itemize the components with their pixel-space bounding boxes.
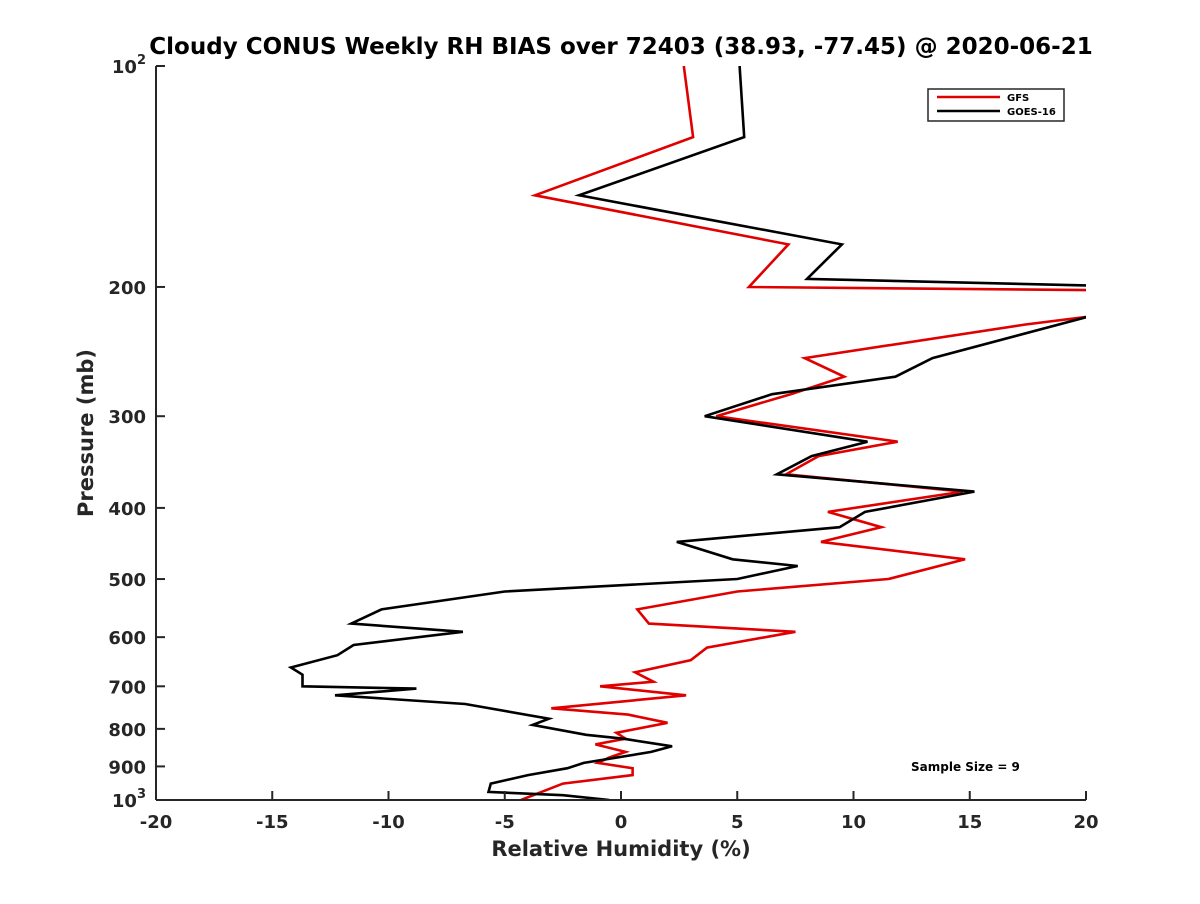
x-tick-label: -5 [495, 812, 515, 833]
x-tick-label: 15 [957, 812, 982, 833]
series-line-goes16 [287, 66, 1086, 800]
legend-box [927, 88, 1065, 122]
x-axis-label: Relative Humidity (%) [491, 837, 750, 861]
y-tick-label: 300 [108, 407, 146, 428]
x-ticks: -20 -15 -10 -5 0 5 10 15 20 [140, 791, 1099, 833]
series-line-gfs [520, 66, 1086, 800]
y-tick-label: 900 [108, 757, 146, 778]
y-tick-label: 103 [112, 787, 146, 812]
x-tick-label: 10 [841, 812, 866, 833]
y-tick-label: 400 [108, 499, 146, 520]
y-axis-label: Pressure (mb) [74, 349, 98, 517]
legend: GFS GOES-16 [927, 88, 1065, 122]
axes-layer [155, 66, 1086, 801]
legend-label-gfs: GFS [1007, 93, 1029, 104]
x-tick-label: -20 [140, 812, 173, 833]
y-tick-label: 200 [108, 278, 146, 299]
y-tick-label: 102 [112, 53, 146, 78]
x-tick-label: 0 [615, 812, 628, 833]
x-tick-label: -15 [256, 812, 289, 833]
chart-title: Cloudy CONUS Weekly RH BIAS over 72403 (… [149, 34, 1092, 60]
x-tick-label: 5 [731, 812, 744, 833]
y-tick-label: 600 [108, 628, 146, 649]
x-tick-label: 20 [1073, 812, 1098, 833]
y-tick-label: 800 [108, 720, 146, 741]
y-tick-label: 500 [108, 570, 146, 591]
series-layer [287, 66, 1086, 800]
legend-label-goes16: GOES-16 [1007, 107, 1056, 118]
x-tick-label: -10 [372, 812, 405, 833]
sample-size-annotation: Sample Size = 9 [911, 760, 1020, 774]
y-ticks: 102 200 300 400 500 600 700 800 900 103 [108, 53, 165, 812]
y-tick-label: 700 [108, 677, 146, 698]
